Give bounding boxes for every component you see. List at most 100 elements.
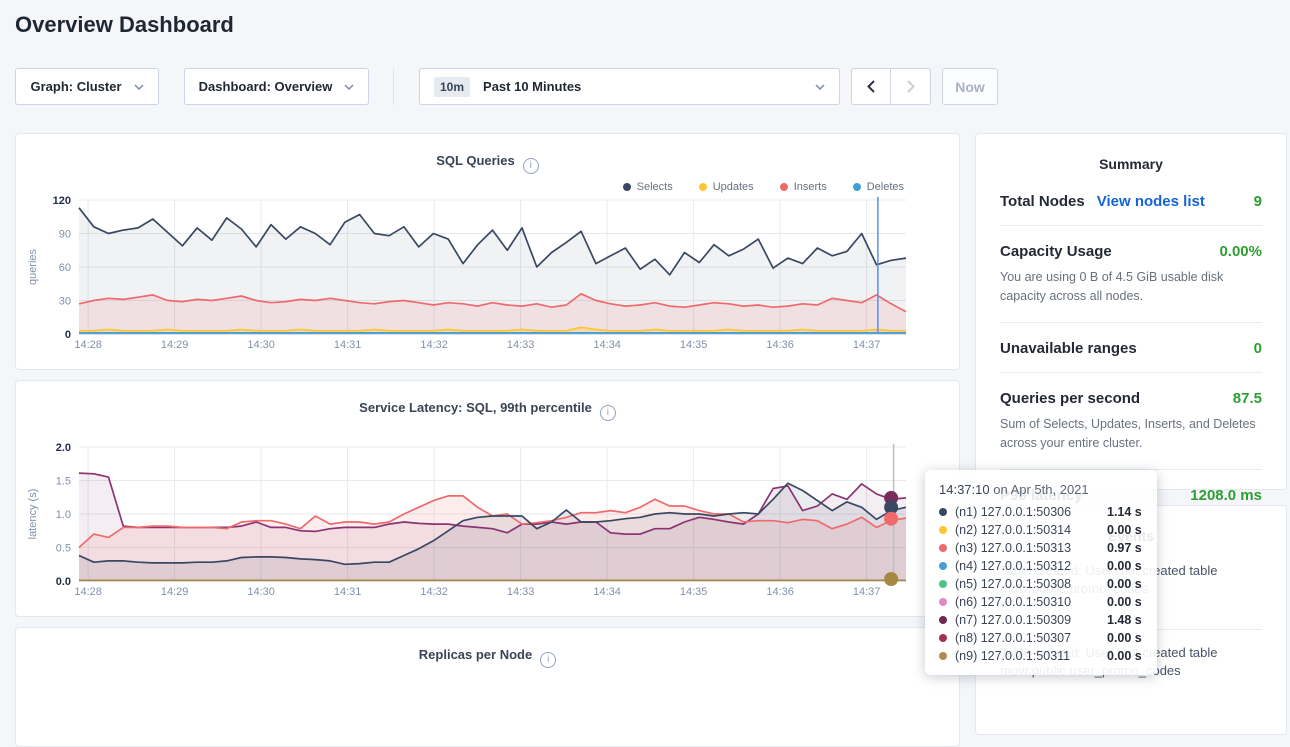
info-icon[interactable]: i [522, 158, 539, 174]
x-tick-label: 14:36 [766, 339, 794, 351]
x-tick-label: 14:32 [420, 586, 448, 598]
sql-queries-chart-card: SQL Queries i Selects Updates Inserts Delete… [15, 133, 960, 370]
legend-dot [852, 183, 861, 191]
series-line-Updates [79, 326, 906, 332]
legend-item-updates[interactable]: Updates [698, 181, 754, 193]
legend-item-inserts[interactable]: Inserts [779, 181, 827, 193]
y-tick-label: 30 [59, 296, 71, 308]
chart-hover-tooltip: 14:37:10 on Apr 5th, 2021 (n1) 127.0.0.1… [925, 470, 1157, 675]
node-latency-value: 0.97 s [1107, 541, 1142, 555]
y-tick-label: 0.0 [56, 576, 71, 588]
series-area-(n1) 127.0.0.1:50306 [79, 483, 906, 581]
node-color-dot [939, 508, 947, 516]
dashboard-dropdown-label: Dashboard: Overview [198, 79, 333, 94]
chevron-down-icon [133, 83, 144, 90]
qps-label: Queries per second [1000, 389, 1141, 407]
y-tick-label: 1.0 [56, 509, 71, 521]
legend-label: Deletes [866, 181, 904, 193]
x-tick-label: 14:31 [334, 339, 362, 351]
y-tick-label: 0 [65, 329, 71, 341]
legend-label: Inserts [793, 181, 827, 193]
toolbar-divider [393, 68, 394, 105]
node-latency-value: 0.00 s [1107, 631, 1142, 645]
summary-row-qps: Queries per second 87.5 Sum of Selects, … [1000, 373, 1262, 470]
time-range-label: Past 10 Minutes [483, 79, 582, 94]
time-range-picker[interactable]: 10m Past 10 Minutes [419, 68, 840, 105]
unavailable-ranges-label: Unavailable ranges [1000, 339, 1137, 357]
sql-queries-plot[interactable]: 14:28 14:29 14:30 14:31 14:32 14:33 14:34 14:35… [16, 192, 959, 364]
legend-item-selects[interactable]: Selects [622, 181, 673, 193]
service-latency-chart-card: Service Latency: SQL, 99th percentile i 1… [15, 380, 960, 617]
tooltip-row: (n9) 127.0.0.1:50311 0.00 s [939, 647, 1143, 665]
node-address: (n9) 127.0.0.1:50311 [955, 649, 1071, 663]
series-area-Inserts [79, 293, 906, 334]
dashboard-dropdown[interactable]: Dashboard: Overview [184, 68, 369, 105]
node-address: (n5) 127.0.0.1:50308 [955, 577, 1072, 591]
series-line-(n1) 127.0.0.1:50306 [78, 482, 907, 566]
hover-dot [884, 511, 899, 526]
y-tick-label: 90 [59, 229, 71, 241]
series-line-Selects [78, 207, 907, 276]
x-tick-label: 14:28 [74, 586, 102, 598]
node-address: (n3) 127.0.0.1:50313 [955, 541, 1072, 555]
x-tick-label: 14:34 [593, 586, 621, 598]
node-color-dot [939, 652, 947, 660]
legend-label: Selects [636, 181, 673, 193]
capacity-usage-value: 0.00% [1219, 243, 1262, 260]
graph-dropdown[interactable]: Graph: Cluster [15, 68, 159, 105]
chart-title-replicas-per-node: Replicas per Node i [16, 647, 959, 668]
chart-title-service-latency: Service Latency: SQL, 99th percentile i [16, 400, 959, 421]
tooltip-rows: (n1) 127.0.0.1:50306 1.14 s (n2) 127.0.0.1… [939, 503, 1143, 665]
total-nodes-label: Total Nodes [1000, 193, 1085, 210]
x-tick-label: 14:35 [680, 586, 708, 598]
x-tick-label: 14:30 [247, 339, 275, 351]
info-icon[interactable]: i [540, 652, 557, 668]
node-color-dot [939, 634, 947, 642]
node-latency-value: 0.00 s [1107, 523, 1142, 537]
node-latency-value: 0.00 s [1107, 649, 1142, 663]
legend-dot [698, 183, 707, 191]
view-nodes-list-link[interactable]: View nodes list [1096, 193, 1205, 210]
summary-panel: Summary Total Nodes View nodes list 9 Ca… [975, 133, 1287, 504]
node-latency-value: 0.00 s [1107, 595, 1142, 609]
node-address: (n1) 127.0.0.1:50306 [955, 505, 1072, 519]
node-color-dot [939, 580, 947, 588]
tooltip-row: (n7) 127.0.0.1:50309 1.48 s [939, 611, 1143, 629]
x-tick-label: 14:32 [420, 339, 448, 351]
y-tick-label: 0.5 [56, 543, 71, 555]
summary-heading: Summary [1099, 156, 1163, 172]
info-icon[interactable]: i [599, 405, 616, 421]
x-tick-label: 14:31 [334, 586, 362, 598]
total-nodes-value: 9 [1253, 193, 1262, 210]
time-range-badge: 10m [434, 76, 471, 97]
time-prev-button[interactable] [851, 68, 891, 105]
legend-dot [779, 183, 788, 191]
node-address: (n4) 127.0.0.1:50312 [955, 559, 1072, 573]
legend-item-deletes[interactable]: Deletes [852, 181, 904, 193]
toolbar: Graph: Cluster Dashboard: Overview 10m P… [15, 68, 998, 105]
tooltip-timestamp: 14:37:10 on Apr 5th, 2021 [939, 482, 1089, 497]
graph-dropdown-label: Graph: Cluster [30, 79, 122, 94]
node-color-dot [939, 616, 947, 624]
tooltip-row: (n4) 127.0.0.1:50312 0.00 s [939, 557, 1143, 575]
time-next-button[interactable] [891, 68, 931, 105]
y-tick-label: 2.0 [56, 442, 71, 454]
node-color-dot [939, 562, 947, 570]
tooltip-row: (n5) 127.0.0.1:50308 0.00 s [939, 575, 1143, 593]
series-line-Inserts [78, 292, 907, 313]
y-tick-label: 60 [59, 262, 71, 274]
x-tick-label: 14:33 [507, 339, 535, 351]
chevron-down-icon [815, 83, 825, 90]
series-area-(n7) 127.0.0.1:50309 [79, 473, 906, 581]
node-address: (n8) 127.0.0.1:50307 [955, 631, 1072, 645]
tooltip-row: (n6) 127.0.0.1:50310 0.00 s [939, 593, 1143, 611]
x-tick-label: 14:30 [247, 586, 275, 598]
node-latency-value: 1.48 s [1107, 613, 1142, 627]
chevron-down-icon [344, 83, 354, 90]
qps-value: 87.5 [1232, 389, 1262, 407]
service-latency-plot[interactable]: 14:28 14:29 14:30 14:31 14:32 14:33 14:34 14:35… [16, 439, 959, 611]
unavailable-ranges-value: 0 [1253, 339, 1262, 357]
now-button[interactable]: Now [942, 68, 998, 105]
qps-desc: Sum of Selects, Updates, Inserts, and De… [1000, 416, 1256, 451]
summary-row-total-nodes: Total Nodes View nodes list 9 [1000, 176, 1262, 226]
